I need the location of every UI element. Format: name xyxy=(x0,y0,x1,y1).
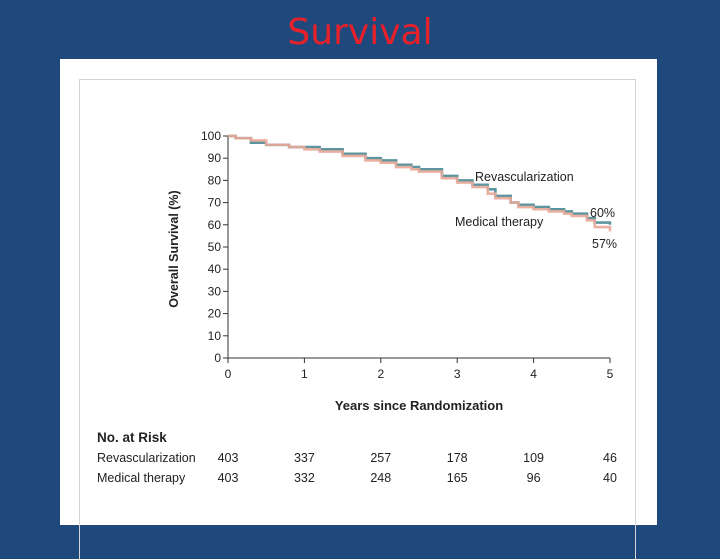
risk-value: 109 xyxy=(523,451,544,465)
risk-value: 165 xyxy=(447,471,468,485)
risk-value: 46 xyxy=(603,451,617,465)
y-tick-label: 0 xyxy=(214,351,221,365)
risk-value: 248 xyxy=(370,471,391,485)
risk-value: 332 xyxy=(294,471,315,485)
x-tick-label: 1 xyxy=(301,367,308,381)
y-tick-label: 90 xyxy=(208,151,222,165)
chart-panel: 0 10 20 30 40 50 60 70 80 90 100 0 1 2 3 4 5 Overall Su… xyxy=(60,59,657,559)
slide-title: Survival xyxy=(287,12,433,53)
y-tick-label: 80 xyxy=(208,173,222,187)
series-label-revascularization: Revascularization xyxy=(475,170,574,184)
x-tick-label: 3 xyxy=(454,367,461,381)
risk-value: 178 xyxy=(447,451,468,465)
risk-value: 257 xyxy=(370,451,391,465)
y-tick-label: 100 xyxy=(201,129,221,143)
y-tick-label: 70 xyxy=(208,196,222,210)
risk-value: 96 xyxy=(527,471,541,485)
medical-therapy-curve xyxy=(228,134,612,232)
y-tick-label: 10 xyxy=(208,329,222,343)
end-label-medical-therapy: 57% xyxy=(592,237,617,251)
y-tick-label: 60 xyxy=(208,218,222,232)
y-tick-label: 50 xyxy=(208,240,222,254)
risk-row-label-medical-therapy: Medical therapy xyxy=(97,471,186,485)
risk-row-label-revascularization: Revascularization xyxy=(97,451,196,465)
risk-value: 40 xyxy=(603,471,617,485)
y-tick-label: 30 xyxy=(208,284,222,298)
risk-table-title: No. at Risk xyxy=(97,430,167,445)
x-tick-label: 5 xyxy=(607,367,614,381)
end-label-revascularization: 60% xyxy=(590,206,615,220)
x-axis-label: Years since Randomization xyxy=(335,398,503,413)
y-tick-label: 20 xyxy=(208,307,222,321)
survival-chart: 0 10 20 30 40 50 60 70 80 90 100 0 1 2 3 4 5 Overall Su… xyxy=(97,129,617,485)
risk-value: 403 xyxy=(218,471,239,485)
x-tick-label: 2 xyxy=(377,367,384,381)
x-tick-label: 0 xyxy=(225,367,232,381)
risk-value: 337 xyxy=(294,451,315,465)
y-axis-label: Overall Survival (%) xyxy=(167,190,181,307)
series-label-medical-therapy: Medical therapy xyxy=(455,215,544,229)
chart-frame xyxy=(79,79,636,559)
y-tick-label: 40 xyxy=(208,262,222,276)
x-tick-label: 4 xyxy=(530,367,537,381)
risk-value: 403 xyxy=(218,451,239,465)
